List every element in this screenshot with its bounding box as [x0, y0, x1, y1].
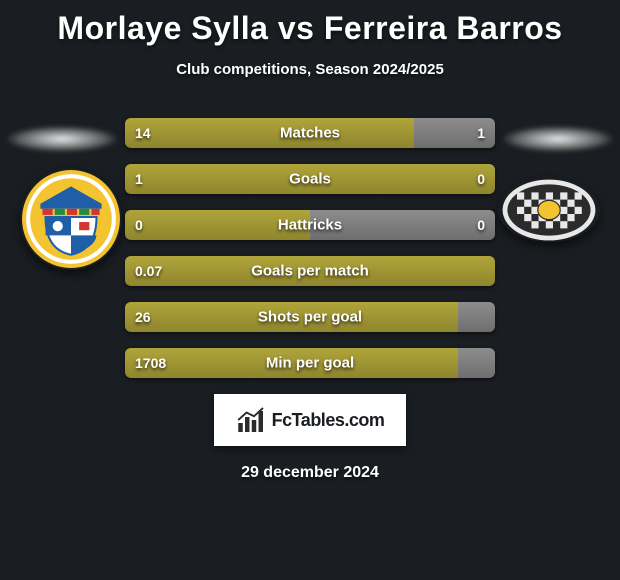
stat-label: Matches	[280, 125, 340, 142]
left-badge-shadow	[6, 126, 118, 152]
stat-value-left: 14	[135, 125, 151, 141]
stat-row: 1708 Min per goal	[125, 348, 495, 378]
stat-row: 0 Hattricks 0	[125, 210, 495, 240]
arouca-crest-icon	[20, 168, 122, 270]
stat-value-left: 1708	[135, 355, 166, 371]
fctables-logo-text: FcTables.com	[272, 410, 385, 431]
stat-label: Goals per match	[251, 263, 369, 280]
stat-value-left: 1	[135, 171, 143, 187]
stat-value-right: 1	[477, 125, 485, 141]
stat-bar-right	[458, 348, 495, 378]
stat-row: 0.07 Goals per match	[125, 256, 495, 286]
boavista-crest-icon	[498, 178, 600, 242]
stat-value-right: 0	[477, 217, 485, 233]
right-badge-shadow	[502, 126, 614, 152]
stat-label: Goals	[289, 171, 331, 188]
comparison-subtitle: Club competitions, Season 2024/2025	[0, 61, 620, 78]
stat-row: 26 Shots per goal	[125, 302, 495, 332]
fctables-chart-icon	[236, 405, 266, 435]
stat-value-right: 0	[477, 171, 485, 187]
stat-value-left: 26	[135, 309, 151, 325]
stat-bar-right	[458, 302, 495, 332]
snapshot-date: 29 december 2024	[0, 464, 620, 482]
content-area: 14 Matches 1 1 Goals 0 0 Hattricks 0 0.0…	[0, 118, 620, 482]
right-club-badge	[498, 178, 600, 242]
stats-bars: 14 Matches 1 1 Goals 0 0 Hattricks 0 0.0…	[125, 118, 495, 378]
stat-label: Min per goal	[266, 355, 354, 372]
stat-row: 1 Goals 0	[125, 164, 495, 194]
fctables-logo-box: FcTables.com	[214, 394, 406, 446]
stat-label: Shots per goal	[258, 309, 362, 326]
stat-value-left: 0.07	[135, 263, 162, 279]
stat-value-left: 0	[135, 217, 143, 233]
stat-bar-left	[125, 118, 414, 148]
comparison-title: Morlaye Sylla vs Ferreira Barros	[0, 0, 620, 47]
stat-label: Hattricks	[278, 217, 342, 234]
left-club-badge	[20, 168, 122, 270]
stat-row: 14 Matches 1	[125, 118, 495, 148]
